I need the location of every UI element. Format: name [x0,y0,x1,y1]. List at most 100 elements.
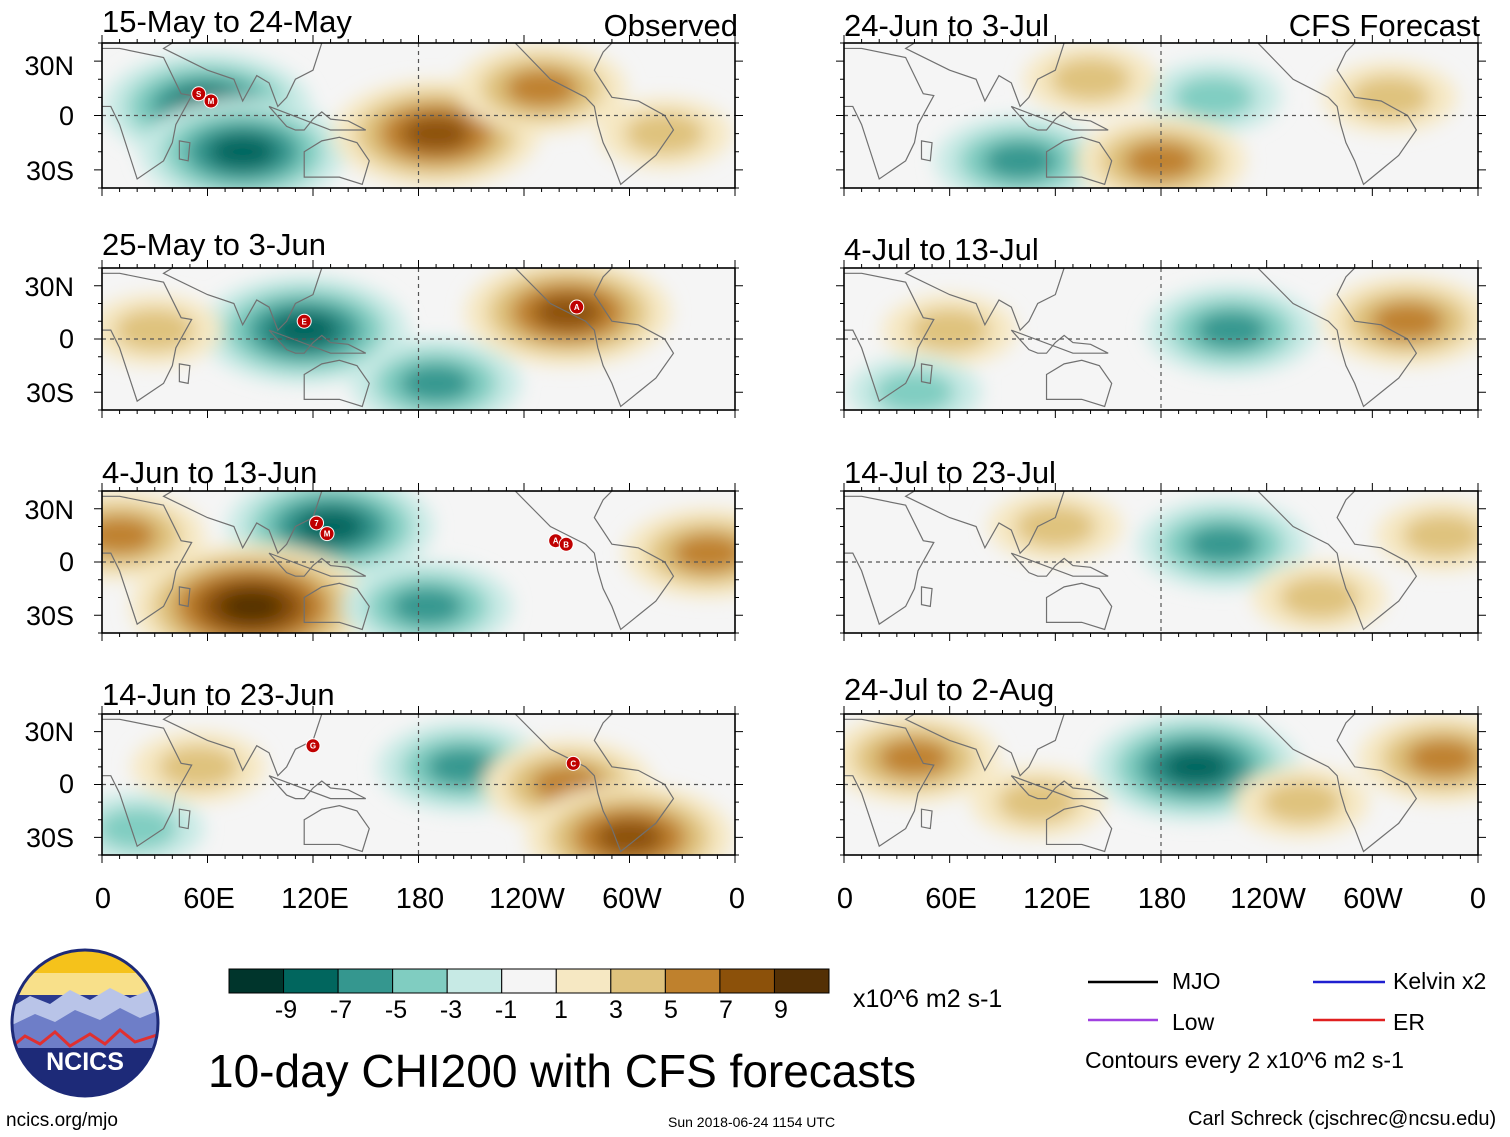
x-tick-label: 120E [281,883,349,915]
panel-title: 15-May to 24-May [102,4,352,39]
storm-label: 7 [314,519,319,528]
anomaly-contour [1261,780,1343,824]
panel-title: 24-Jul to 2-Aug [844,672,1055,707]
y-tick-label: 0 [58,101,74,131]
x-tick-label: 60W [1343,883,1403,915]
colorbar-swatch [501,968,557,994]
anomaly-contour [672,534,735,573]
colorbar-units: x10^6 m2 s-1 [853,985,1003,1013]
y-tick-label: 30N [24,51,74,81]
colorbar-swatch [446,968,503,994]
storm-marker: A [569,299,585,315]
map-panel [844,714,1478,855]
map-panel [102,714,735,855]
storm-marker: B [558,536,574,552]
y-tick-label: 30N [24,717,74,747]
storm-label: A [574,303,580,312]
storm-marker: G [305,738,321,754]
anomaly-contour [1406,738,1478,778]
x-tick-label: 0 [728,883,746,915]
anomaly-contour [1349,76,1431,119]
author-credit: Carl Schreck (cjschrec@ncsu.edu) [1188,1108,1497,1130]
storm-label: C [570,759,576,768]
map-panel [102,268,735,410]
colorbar-tick: 7 [719,996,733,1024]
anomaly-contour [874,370,955,410]
anomaly-contour [158,745,239,789]
storm-label: A [553,537,559,546]
storm-label: E [302,317,308,326]
panel-title: 24-Jun to 3-Jul [844,8,1050,43]
anomaly-contour [909,308,990,352]
anomaly-contour [114,308,195,352]
anomaly-contour [1279,576,1360,619]
y-tick-label: 30S [25,823,74,853]
chart-title: 10-day CHI200 with CFS forecasts [208,1045,917,1097]
colorbar-tick: 3 [609,996,623,1024]
panel-title: 14-Jul to 23-Jul [844,455,1056,490]
observed-label: Observed [603,8,738,43]
y-tick-label: 30N [24,495,74,525]
x-tick-label: 0 [836,883,854,915]
coastlines [102,268,675,408]
website-link[interactable]: ncics.org/mjo [6,1110,118,1131]
coastlines [102,491,675,631]
storm-label: B [563,540,569,549]
x-tick-label: 180 [395,883,445,915]
anomaly-contour [1371,302,1444,341]
anomaly-contour [1173,76,1255,119]
map-panel [844,43,1478,188]
anomaly-contour [1195,311,1268,350]
anomaly-contour [1161,749,1231,785]
x-tick-label: 60W [602,883,662,915]
legend-label-mjo: MJO [1172,968,1221,994]
panel-title: 25-May to 3-Jun [102,227,326,262]
colorbar [228,968,830,994]
anomaly-contour [505,69,579,108]
anomaly-contour [1015,505,1096,548]
colorbar-tick: -7 [329,996,353,1024]
panel-title: 4-Jun to 13-Jun [102,455,318,490]
anomaly-contour [102,516,157,555]
storm-label: M [324,530,331,539]
anomaly-contour [1186,525,1260,564]
legend-lines [1088,980,1385,1022]
colorbar-swatch [664,968,721,994]
storm-label: M [208,97,215,106]
timestamp: Sun 2018-06-24 1154 UTC [668,1114,836,1130]
anomaly-contour [426,747,499,786]
legend-label-low: Low [1172,1009,1215,1035]
map-panel [844,268,1478,410]
colorbar-tick: 5 [664,996,678,1024]
storm-marker: 7 [309,515,325,531]
storm-marker: S [191,86,207,102]
panel-title: 4-Jul to 13-Jul [844,232,1039,267]
anomaly-contour [208,133,277,170]
contour-interval-note: Contours every 2 x10^6 m2 s-1 [1085,1047,1404,1073]
storm-marker: M [319,526,335,542]
colorbar-tick: 1 [554,996,568,1024]
anomaly-contour [390,587,464,626]
anomaly-contour [997,780,1078,824]
coastlines [844,43,1418,186]
colorbar-tick: 9 [774,996,788,1024]
forecast-label: CFS Forecast [1288,8,1480,43]
coastlines [844,268,1418,408]
anomaly-contour [401,115,471,152]
colorbar-swatch [283,968,339,994]
colorbar-tick: -5 [384,996,408,1024]
anomaly-contour [1402,514,1478,557]
coastlines [844,491,1418,631]
logo-text: NCICS [46,1048,124,1076]
colorbar-swatch [773,968,830,994]
x-tick-label: 120W [489,883,565,915]
x-tick-label: 120W [1230,883,1306,915]
map-panel [102,43,735,188]
map-panel [844,491,1478,633]
x-tick-label: 0 [94,883,112,915]
y-tick-label: 30N [24,272,74,302]
x-tick-label: 60E [183,883,235,915]
ncics-logo: NCICS [10,948,160,1098]
anomaly-contour [624,112,705,155]
anomaly-contour [399,364,473,403]
